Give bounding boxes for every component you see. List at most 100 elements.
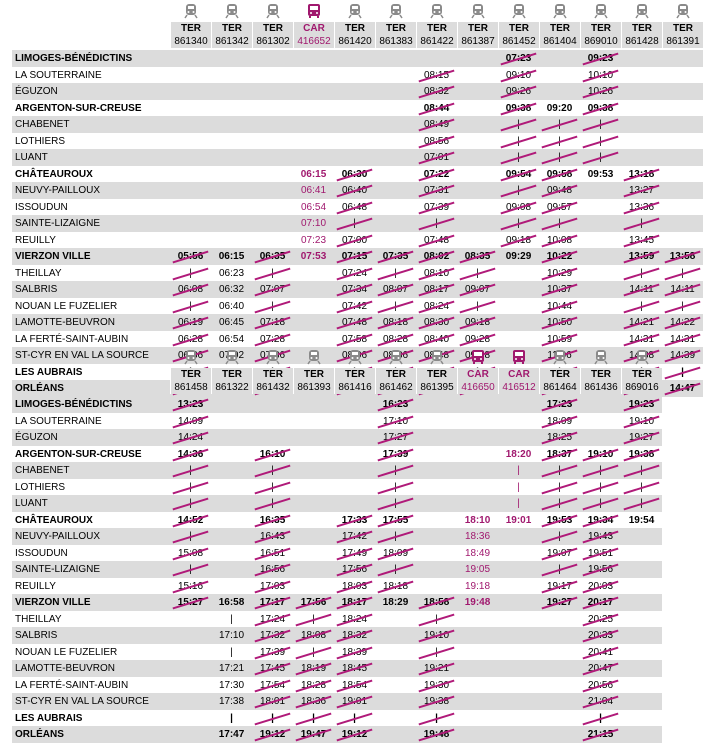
station-name: NEUVY-PAILLOUX [12,528,170,545]
time-cell [621,149,662,166]
time-value: 09:53 [587,168,614,180]
time-value: 19:10 [628,415,655,427]
time-cell [170,116,211,133]
time-cell [211,462,252,479]
time-cell [293,413,334,430]
time-cell: 19:27 [539,594,580,611]
station-name: LES AUBRAIS [15,712,83,724]
time-value: 16:23 [382,399,409,410]
time-value: | [558,152,561,163]
time-cell [211,133,252,150]
time-value: 19:01 [505,514,532,526]
time-cell: 15:08 [170,545,211,562]
column-header: TER 861302 [252,22,293,48]
station-name: THEILLAY [15,613,62,625]
time-value: 17:39 [259,646,286,658]
time-cell: 07:00 [334,232,375,249]
time-value: 14:22 [669,317,696,328]
time-cell [375,133,416,150]
time-cell [621,545,662,562]
time-cell: | [539,561,580,578]
time-value: 09:29 [505,251,532,262]
time-cell: 13:27 [621,182,662,199]
time-cell: 09:18 [498,232,539,249]
time-value: 07:48 [341,317,368,328]
time-value: | [640,481,643,493]
station-name: ARGENTON-SUR-CREUSE [15,448,142,460]
time-cell: 08:24 [416,298,457,315]
service-number: 861436 [584,382,618,393]
service-number: 861416 [338,382,372,393]
time-cell [293,561,334,578]
time-value: | [476,300,479,312]
service-type: TER [304,369,324,380]
time-value: 07:35 [382,251,409,262]
time-value: | [271,712,274,724]
time-cell [621,578,662,595]
time-cell [498,331,539,348]
time-cell [621,726,662,743]
time-cell: 07:23 [498,50,539,67]
time-value: 15:16 [177,580,204,592]
time-cell [334,50,375,67]
time-cell [252,215,293,232]
time-cell: 13:18 [621,166,662,183]
station-name: REUILLY [15,234,56,246]
time-cell: 18:25 [539,429,580,446]
time-cell: 21:04 [580,693,621,710]
time-value: 18:39 [341,646,368,658]
column-header: TER 861436 [580,368,621,394]
time-cell [293,446,334,463]
time-cell: 17:30 [211,677,252,694]
time-cell: 17:39 [252,644,293,661]
time-value: | [558,135,561,147]
time-cell: 18:18 [375,578,416,595]
time-cell: 21:15 [580,726,621,743]
time-value: | [230,613,233,625]
time-value: 14:36 [177,448,204,460]
time-value: 06:48 [341,201,368,213]
time-value: 09:57 [546,201,573,213]
time-cell [662,67,703,84]
time-cell: 09:18 [457,314,498,331]
time-value: 13:36 [628,201,655,213]
time-cell [498,578,539,595]
time-cell [252,429,293,446]
time-value: 06:15 [300,168,327,180]
time-cell [170,67,211,84]
time-cell: 19:38 [621,446,662,463]
time-value: 19:43 [587,531,614,542]
table-row: NEUVY-PAILLOUX 06:41 06:40 07:31 | 09:48 13:27 [12,182,712,199]
time-cell [416,495,457,512]
time-cell: 10:50 [539,314,580,331]
time-value: 18:10 [464,514,491,526]
time-cell: 06:30 [334,166,375,183]
time-cell: 07:42 [334,298,375,315]
column-header: TER 869010 [580,22,621,48]
time-cell [498,396,539,413]
service-type: TER [263,23,283,34]
train-icon [170,346,211,368]
time-cell [457,215,498,232]
time-value: | [271,498,274,509]
service-type: TER [591,23,611,34]
time-cell: 07:48 [334,314,375,331]
time-value: 16:58 [218,597,245,608]
time-value: 10:22 [546,251,573,262]
time-cell: 07:34 [334,281,375,298]
time-value: 16:56 [259,564,286,575]
train-icon [621,0,662,22]
time-cell [662,133,703,150]
time-cell: 09:23 [580,50,621,67]
time-cell [375,166,416,183]
time-cell [580,314,621,331]
time-cell: 19:53 [539,512,580,529]
table-row: LOTHIERS 08:56 | | | [12,133,712,150]
time-value: 06:40 [218,300,245,312]
station-name: CHABENET [12,462,170,479]
time-cell [580,232,621,249]
time-value: 14:39 [669,350,696,361]
time-cell [498,693,539,710]
time-cell [580,265,621,282]
time-value: 21:15 [587,729,614,740]
